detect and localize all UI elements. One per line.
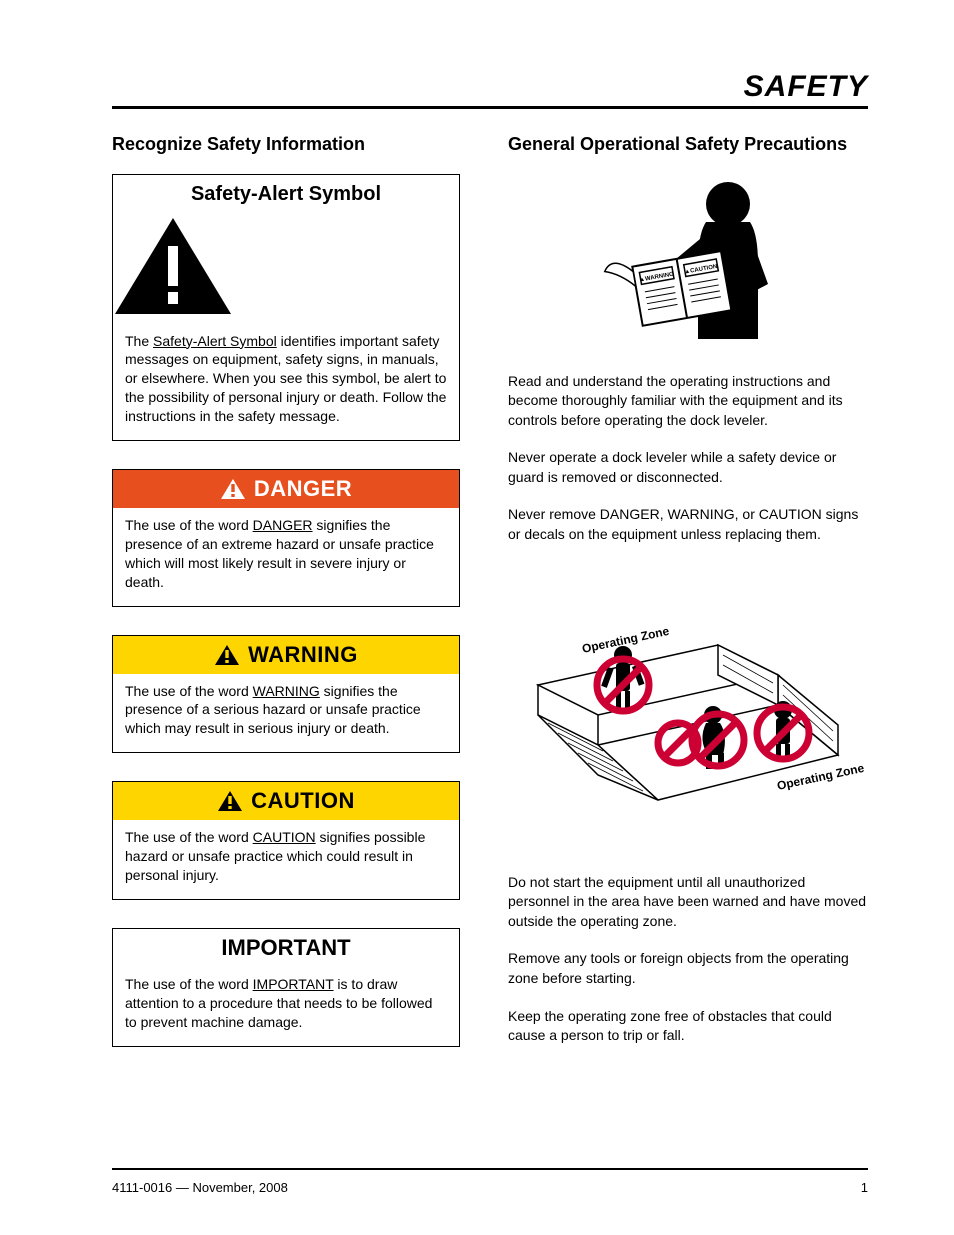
footer-right: 1 <box>861 1180 868 1195</box>
footer-rule <box>112 1168 868 1170</box>
t-u: CAUTION <box>253 829 316 845</box>
safety-alert-box: Safety-Alert Symbol The Safety-Alert Sym… <box>112 174 460 441</box>
important-box: IMPORTANT The use of the word IMPORTANT … <box>112 928 460 1047</box>
right-para-3: Never remove DANGER, WARNING, or CAUTION… <box>508 505 868 544</box>
left-column: Recognize Safety Information Safety-Aler… <box>112 133 460 1075</box>
t-u: IMPORTANT <box>253 976 334 992</box>
content-columns: Recognize Safety Information Safety-Aler… <box>112 133 868 1075</box>
safety-alert-text: The Safety-Alert Symbol identifies impor… <box>113 324 459 440</box>
footer-row: 4111-0016 — November, 2008 1 <box>112 1180 868 1195</box>
right-para-6: Keep the operating zone free of obstacle… <box>508 1007 868 1046</box>
page-footer: 4111-0016 — November, 2008 1 <box>112 1168 868 1195</box>
right-para-2: Never operate a dock leveler while a saf… <box>508 448 868 487</box>
important-text: The use of the word IMPORTANT is to draw… <box>113 967 459 1046</box>
right-column: General Operational Safety Precautions ▲… <box>508 133 868 1075</box>
t-u: Safety-Alert Symbol <box>153 333 277 349</box>
t-u: DANGER <box>253 517 313 533</box>
t: The use of the word <box>125 517 253 533</box>
safety-alert-title: Safety-Alert Symbol <box>113 175 459 210</box>
important-label: IMPORTANT <box>113 929 459 967</box>
right-para-1: Read and understand the operating instru… <box>508 372 868 431</box>
alert-symbol-wrap <box>113 210 459 324</box>
alert-triangle-icon <box>220 478 246 500</box>
right-para-5: Remove any tools or foreign objects from… <box>508 949 868 988</box>
warning-text: The use of the word WARNING signifies th… <box>113 674 459 753</box>
danger-label: DANGER <box>254 476 352 502</box>
danger-box: DANGER The use of the word DANGER signif… <box>112 469 460 607</box>
danger-text: The use of the word DANGER signifies the… <box>113 508 459 606</box>
alert-triangle-icon <box>217 790 243 812</box>
caution-label-bar: CAUTION <box>113 782 459 820</box>
warning-label: WARNING <box>248 642 358 668</box>
person-reading-icon: ▲WARNING ▲CAUTION <box>588 174 788 344</box>
right-para-4: Do not start the equipment until all una… <box>508 873 868 932</box>
page: SAFETY Recognize Safety Information Safe… <box>0 0 954 1235</box>
page-title: SAFETY <box>112 70 868 104</box>
t: The use of the word <box>125 976 253 992</box>
t: The use of the word <box>125 683 253 699</box>
footer-left: 4111-0016 — November, 2008 <box>112 1180 288 1195</box>
warning-box: WARNING The use of the word WARNING sign… <box>112 635 460 754</box>
t-u: WARNING <box>253 683 320 699</box>
operating-zone-illustration: Operating Zone Operating Zone <box>508 615 868 845</box>
danger-label-bar: DANGER <box>113 470 459 508</box>
alert-triangle-icon <box>113 216 233 316</box>
warning-label-bar: WARNING <box>113 636 459 674</box>
reading-manual-illustration: ▲WARNING ▲CAUTION <box>508 174 868 344</box>
t: The <box>125 333 153 349</box>
caution-box: CAUTION The use of the word CAUTION sign… <box>112 781 460 900</box>
right-heading: General Operational Safety Precautions <box>508 133 868 156</box>
caution-text: The use of the word CAUTION signifies po… <box>113 820 459 899</box>
t: The use of the word <box>125 829 253 845</box>
left-heading: Recognize Safety Information <box>112 133 460 156</box>
caution-label: CAUTION <box>251 788 355 814</box>
dock-leveler-zone-icon: Operating Zone Operating Zone <box>508 615 868 845</box>
header-rule <box>112 106 868 109</box>
alert-triangle-icon <box>214 644 240 666</box>
